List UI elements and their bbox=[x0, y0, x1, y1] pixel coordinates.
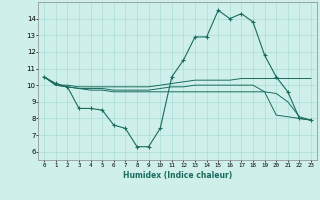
X-axis label: Humidex (Indice chaleur): Humidex (Indice chaleur) bbox=[123, 171, 232, 180]
